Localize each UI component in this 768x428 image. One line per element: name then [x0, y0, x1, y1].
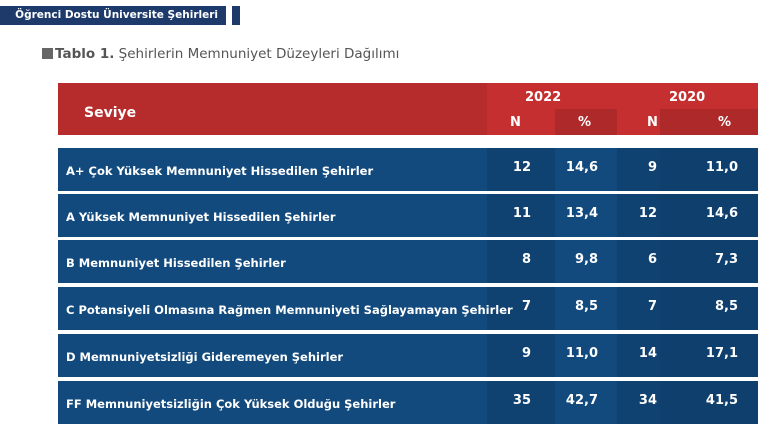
pct-2022: 8,5 — [574, 299, 598, 314]
row-label: C Potansiyeli Olmasına Rağmen Memnuniyet… — [66, 303, 513, 317]
row-label: A Yüksek Memnuniyet Hissedilen Şehirler — [66, 210, 336, 224]
pct-2020: 11,0 — [705, 160, 738, 175]
pct-2022: 13,4 — [565, 206, 598, 221]
square-bullet-icon — [42, 48, 53, 59]
pct-2020: 41,5 — [705, 393, 738, 408]
n-2022: 35 — [512, 393, 531, 408]
n-2022: 12 — [512, 160, 531, 175]
table-row: D Memnuniyetsizliği Gideremeyen Şehirler… — [58, 334, 758, 377]
header-bar-accent — [232, 6, 240, 25]
n-2020: 12 — [638, 206, 657, 221]
pct-2022: 42,7 — [565, 393, 598, 408]
header-n-2020: N — [647, 115, 658, 130]
table-row: B Memnuniyet Hissedilen Şehirler 8 9,8 6… — [58, 240, 758, 283]
header-n-2022: N — [510, 115, 521, 130]
table-title-text: Şehirlerin Memnuniyet Düzeyleri Dağılımı — [114, 46, 400, 62]
row-label: D Memnuniyetsizliği Gideremeyen Şehirler — [66, 350, 344, 364]
n-2022: 8 — [521, 252, 531, 267]
header-pct-2022: % — [578, 115, 592, 130]
n-2022: 11 — [512, 206, 531, 221]
table-row: A+ Çok Yüksek Memnuniyet Hissedilen Şehi… — [58, 148, 758, 191]
header-year-2022: 2022 — [525, 90, 562, 105]
n-2022: 7 — [521, 299, 531, 314]
table-title: Tablo 1. Şehirlerin Memnuniyet Düzeyleri… — [42, 46, 399, 62]
header-level: Seviye — [84, 105, 137, 121]
table-row: A Yüksek Memnuniyet Hissedilen Şehirler … — [58, 194, 758, 237]
row-label: B Memnuniyet Hissedilen Şehirler — [66, 256, 286, 270]
n-2020: 6 — [647, 252, 657, 267]
n-2020: 34 — [638, 393, 657, 408]
pct-2020: 7,3 — [714, 252, 738, 267]
pct-2022: 9,8 — [574, 252, 598, 267]
pct-2022: 11,0 — [565, 346, 598, 361]
n-2020: 14 — [638, 346, 657, 361]
row-label: A+ Çok Yüksek Memnuniyet Hissedilen Şehi… — [66, 164, 374, 178]
table-row: C Potansiyeli Olmasına Rağmen Memnuniyet… — [58, 287, 758, 330]
table-title-label: Tablo 1. — [55, 46, 115, 62]
table-row: FF Memnuniyetsizliğin Çok Yüksek Olduğu … — [58, 381, 758, 424]
pct-2020: 8,5 — [714, 299, 738, 314]
n-2020: 9 — [647, 160, 657, 175]
header-pct-2020: % — [718, 115, 732, 130]
n-2020: 7 — [647, 299, 657, 314]
pct-2020: 17,1 — [705, 346, 738, 361]
n-2022: 9 — [521, 346, 531, 361]
row-label: FF Memnuniyetsizliğin Çok Yüksek Olduğu … — [66, 397, 396, 411]
header-year-2020: 2020 — [669, 90, 706, 105]
table-header: Seviye 2022 2020 N % N % — [58, 83, 758, 135]
header-bar: Öğrenci Dostu Üniversite Şehirleri — [0, 6, 226, 25]
pct-2022: 14,6 — [565, 160, 598, 175]
pct-2020: 14,6 — [705, 206, 738, 221]
